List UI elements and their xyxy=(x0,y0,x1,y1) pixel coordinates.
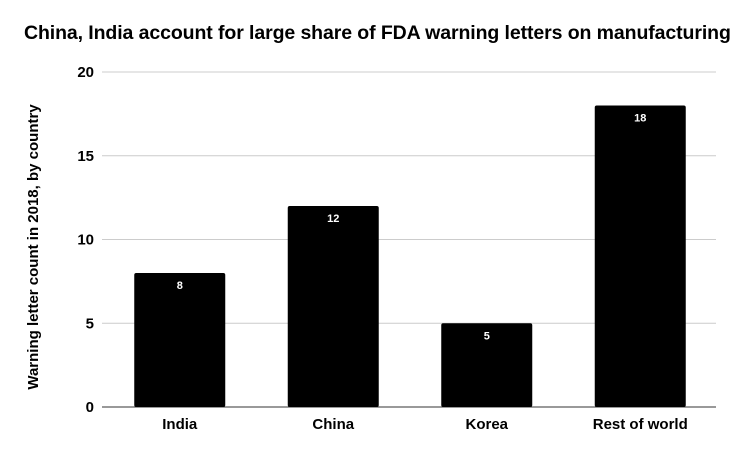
x-tick-label: India xyxy=(162,416,198,433)
y-tick-label: 15 xyxy=(77,148,94,165)
y-tick-label: 5 xyxy=(86,315,94,332)
bars: 8 12 5 18 xyxy=(134,105,686,407)
x-tick-label: China xyxy=(312,416,354,433)
bar-india xyxy=(134,273,226,407)
y-tick-label: 0 xyxy=(86,399,94,416)
data-label: 18 xyxy=(634,113,646,125)
x-axis-ticks: India China Korea Rest of world xyxy=(162,416,688,433)
bar-rest-of-world xyxy=(594,105,686,407)
data-label: 5 xyxy=(484,330,490,342)
data-label: 8 xyxy=(177,280,183,292)
bar-china xyxy=(287,206,379,407)
y-axis-ticks: 0 5 10 15 20 xyxy=(77,64,94,416)
data-label: 12 xyxy=(327,213,339,225)
y-axis-label: Warning letter count in 2018, by country xyxy=(25,104,42,390)
bar-korea xyxy=(441,323,533,407)
y-tick-label: 20 xyxy=(77,64,94,81)
x-tick-label: Korea xyxy=(465,416,508,433)
chart-title: China, India account for large share of … xyxy=(24,22,731,44)
x-tick-label: Rest of world xyxy=(593,416,688,433)
y-tick-label: 10 xyxy=(77,232,94,249)
